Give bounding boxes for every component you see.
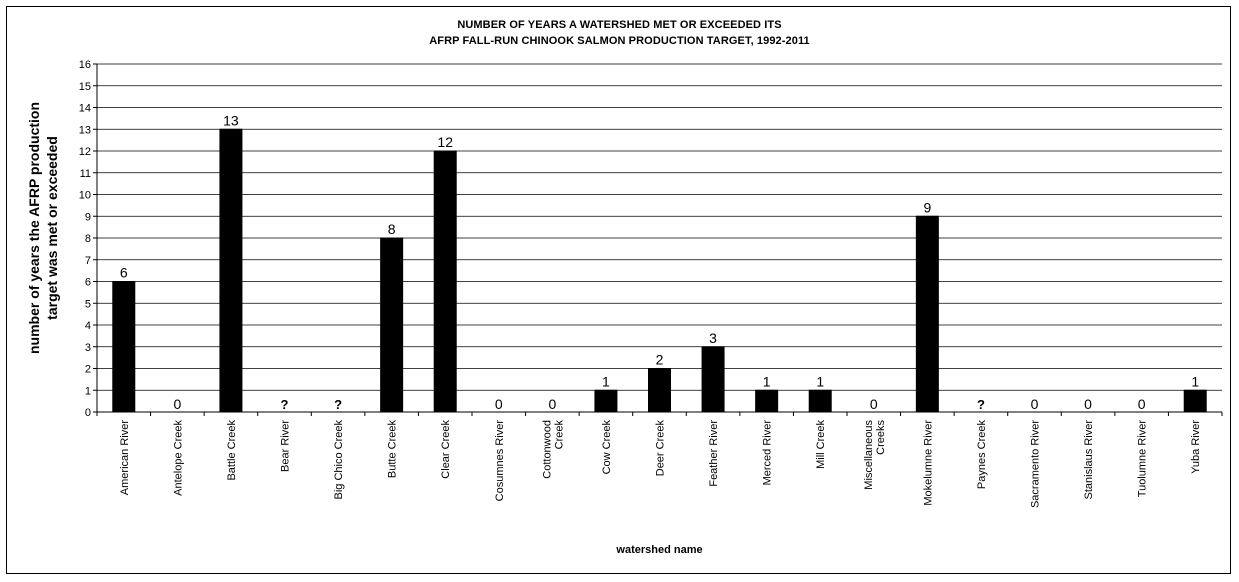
x-tick-label: Sacramento River bbox=[1030, 420, 1042, 508]
x-tick-label: Tuolumne River bbox=[1137, 420, 1149, 498]
bar bbox=[1183, 389, 1207, 413]
data-label: 2 bbox=[656, 352, 664, 368]
x-tick-label: Clear Creek bbox=[440, 420, 452, 479]
bar bbox=[755, 389, 779, 413]
data-label: 6 bbox=[120, 265, 128, 281]
x-tick-label: American River bbox=[119, 420, 131, 496]
data-label: 9 bbox=[923, 199, 931, 215]
y-tick-label: 14 bbox=[79, 103, 91, 115]
bar bbox=[808, 389, 832, 413]
chart-title-line-2: AFRP FALL-RUN CHINOOK SALMON PRODUCTION … bbox=[429, 35, 810, 47]
x-tick-label: Antelope Creek bbox=[172, 420, 184, 496]
data-label: 0 bbox=[173, 396, 181, 412]
x-tick-label: Feather River bbox=[708, 420, 720, 487]
chart-title-line-1: NUMBER OF YEARS A WATERSHED MET OR EXCEE… bbox=[457, 19, 782, 31]
bar bbox=[701, 346, 725, 413]
y-tick-label: 16 bbox=[79, 59, 91, 71]
y-tick-label: 15 bbox=[79, 81, 91, 93]
data-label: 12 bbox=[437, 134, 453, 150]
x-tick-label: Merced River bbox=[762, 420, 774, 486]
data-label: 0 bbox=[1084, 396, 1092, 412]
x-tick-label: Bear River bbox=[280, 420, 292, 472]
data-label: ? bbox=[334, 397, 342, 412]
x-tick-label: Creeks bbox=[875, 420, 887, 455]
y-tick-label: 1 bbox=[85, 385, 91, 397]
bar bbox=[648, 368, 671, 413]
x-tick-label: Deer Creek bbox=[655, 420, 667, 477]
data-label: 1 bbox=[763, 373, 771, 389]
y-tick-label: 7 bbox=[85, 255, 91, 267]
x-tick-label: Butte Creek bbox=[387, 420, 399, 479]
x-tick-label: Miscellaneous bbox=[863, 420, 875, 490]
x-tick-label: Cottonwood bbox=[541, 420, 553, 479]
bar bbox=[433, 150, 457, 413]
x-tick-label: Paynes Creek bbox=[976, 420, 988, 490]
y-tick-label: 9 bbox=[85, 211, 91, 223]
x-tick-label: Big Chico Creek bbox=[333, 420, 345, 500]
x-tick-label: Cosumnes River bbox=[494, 420, 506, 502]
bar bbox=[219, 128, 243, 413]
y-tick-label: 3 bbox=[85, 342, 91, 354]
data-label: 1 bbox=[602, 373, 610, 389]
x-tick-label: Cow Creek bbox=[601, 420, 613, 475]
y-tick-label: 6 bbox=[85, 277, 91, 289]
data-label: 0 bbox=[548, 396, 556, 412]
bar bbox=[112, 281, 136, 413]
data-label: ? bbox=[281, 397, 289, 412]
data-label: 1 bbox=[1191, 373, 1199, 389]
y-tick-label: 12 bbox=[79, 146, 91, 158]
x-tick-label: Stanislaus River bbox=[1083, 420, 1095, 500]
bar bbox=[594, 389, 618, 413]
x-tick-label: Mill Creek bbox=[815, 420, 827, 469]
data-label: 1 bbox=[816, 373, 824, 389]
y-tick-label: 13 bbox=[79, 124, 91, 136]
data-label: ? bbox=[977, 397, 985, 412]
bar bbox=[915, 215, 939, 413]
y-tick-label: 2 bbox=[85, 364, 91, 376]
y-tick-label: 11 bbox=[80, 168, 91, 180]
data-label: 0 bbox=[870, 396, 878, 412]
data-label: 3 bbox=[709, 330, 717, 346]
x-tick-label: Battle Creek bbox=[226, 420, 238, 481]
x-axis-title: watershed name bbox=[615, 544, 702, 556]
y-tick-label: 0 bbox=[85, 407, 91, 419]
x-tick-label: Creek bbox=[553, 420, 565, 450]
y-tick-label: 4 bbox=[85, 320, 91, 332]
x-tick-label: Mokelumne River bbox=[922, 420, 934, 506]
y-tick-label: 5 bbox=[85, 298, 91, 310]
data-label: 13 bbox=[223, 112, 239, 128]
y-axis-title-line-1: number of years the AFRP production bbox=[26, 102, 42, 354]
bar bbox=[380, 237, 404, 413]
x-tick-label: Yuba River bbox=[1190, 420, 1202, 474]
y-axis-title-line-2: target was met or exceeded bbox=[44, 136, 60, 320]
data-label: 0 bbox=[1138, 396, 1146, 412]
data-label: 0 bbox=[495, 396, 503, 412]
data-label: 8 bbox=[388, 221, 396, 237]
y-tick-label: 8 bbox=[85, 233, 91, 245]
data-label: 0 bbox=[1031, 396, 1039, 412]
y-tick-label: 10 bbox=[79, 190, 91, 202]
